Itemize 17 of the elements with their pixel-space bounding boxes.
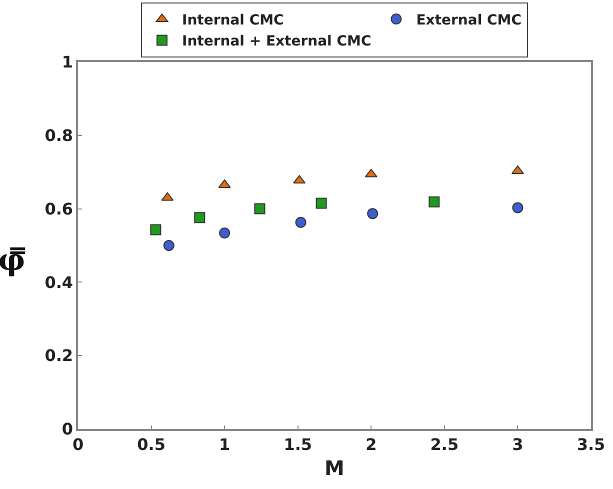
y-tick-label: 0.2 bbox=[44, 346, 74, 366]
x-axis-title: M bbox=[324, 456, 344, 480]
x-tick-label: 0.5 bbox=[137, 434, 166, 454]
legend-label: Internal CMC bbox=[182, 12, 284, 29]
legend-label: External CMC bbox=[416, 12, 522, 29]
y-tick-label: 0 bbox=[62, 420, 74, 439]
y-tick-label: 0.8 bbox=[44, 126, 74, 145]
x-tick-label: 1.5 bbox=[284, 434, 312, 454]
x-tick-label: 2.5 bbox=[430, 434, 459, 454]
y-tick-label: 1 bbox=[62, 52, 74, 72]
x-tick-label: 1 bbox=[219, 434, 230, 454]
y-tick-label: 0.4 bbox=[44, 272, 74, 292]
x-tick-label: 3 bbox=[512, 434, 524, 454]
x-tick-label: 3.5 bbox=[576, 434, 606, 454]
y-tick-label: 0.6 bbox=[44, 199, 74, 218]
legend-label: Internal + External CMC bbox=[182, 34, 372, 50]
x-tick-label: 2 bbox=[366, 434, 377, 454]
